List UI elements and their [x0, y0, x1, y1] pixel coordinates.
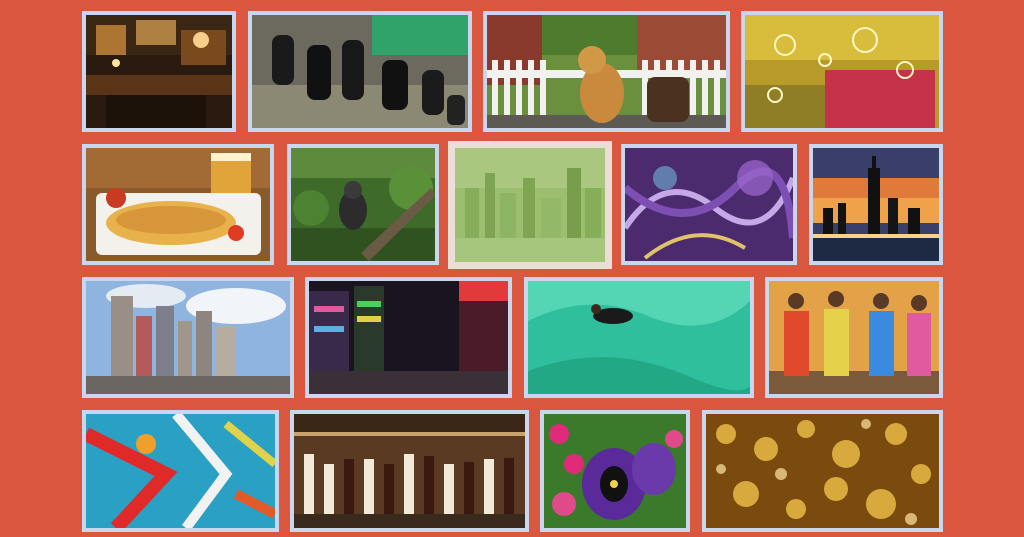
gallery-tile[interactable] — [809, 144, 943, 265]
gallery-tile[interactable] — [82, 144, 274, 265]
gallery-tile[interactable] — [248, 11, 472, 132]
abstract-painting-art — [86, 414, 275, 528]
gallery-tile[interactable] — [741, 11, 943, 132]
pizza-beer-photo — [86, 148, 270, 261]
empire-state-night-photo — [813, 148, 939, 261]
gallery-tile[interactable] — [765, 277, 943, 398]
gallery-tile[interactable] — [483, 11, 730, 132]
gallery-tile-selected[interactable] — [448, 141, 612, 269]
abstract-purple-art — [625, 148, 793, 261]
gorilla-photo — [291, 148, 435, 261]
bottles-shelf-photo — [294, 414, 525, 528]
gallery-tile[interactable] — [82, 410, 279, 532]
palenqueras-women-photo — [769, 281, 939, 394]
city-skyline-faded-photo — [455, 148, 605, 262]
gallery-tile[interactable] — [290, 410, 529, 532]
tokyo-street-night-photo — [309, 281, 508, 394]
gallery-tile[interactable] — [621, 144, 797, 265]
gallery-tile[interactable] — [82, 11, 236, 132]
bar-interior-photo — [86, 15, 232, 128]
gallery-tile[interactable] — [287, 144, 439, 265]
circuit-board-photo — [252, 15, 468, 128]
gallery-tile[interactable] — [702, 410, 943, 532]
pansy-flowers-photo — [544, 414, 686, 528]
golden-bokeh-photo — [706, 414, 939, 528]
gallery-tile[interactable] — [524, 277, 754, 398]
dog-fence-photo — [487, 15, 726, 128]
las-vegas-skyline-photo — [86, 281, 290, 394]
gallery-tile[interactable] — [82, 277, 294, 398]
bubbles-glass-photo — [745, 15, 939, 128]
gallery-tile[interactable] — [540, 410, 690, 532]
surfer-wave-photo — [528, 281, 750, 394]
gallery-tile[interactable] — [305, 277, 512, 398]
